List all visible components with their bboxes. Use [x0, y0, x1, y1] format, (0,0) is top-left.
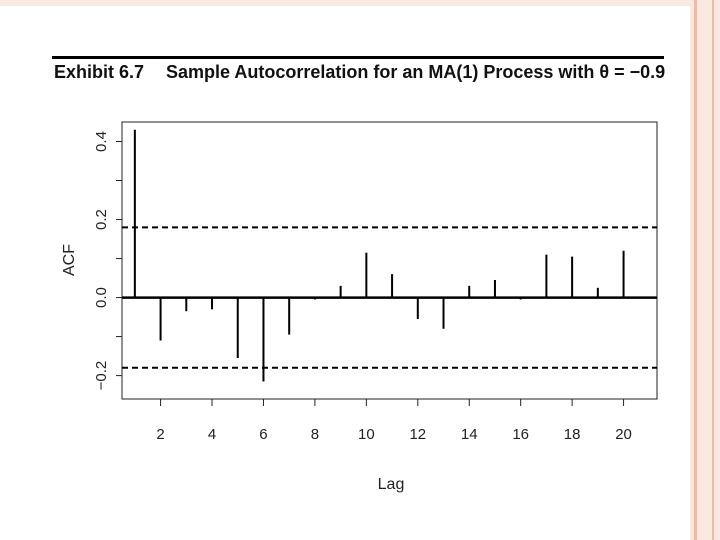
- x-tick-label: 16: [512, 426, 529, 443]
- y-tick-label: 0.2: [93, 209, 110, 230]
- title-rule: [52, 56, 664, 59]
- x-tick-label: 2: [156, 426, 164, 443]
- slide-top-band: [0, 0, 692, 6]
- y-tick-label: −0.2: [93, 361, 110, 391]
- slide-right-border: [690, 0, 720, 540]
- x-tick-label: 14: [461, 426, 478, 443]
- y-tick-label: 0.4: [93, 131, 110, 152]
- x-tick-label: 10: [358, 426, 375, 443]
- x-tick-label: 20: [615, 426, 632, 443]
- exhibit-label: Exhibit 6.7: [54, 62, 145, 82]
- x-axis-title: Lag: [378, 476, 405, 493]
- plot-frame: [121, 121, 658, 400]
- y-tick-label: 0.0: [93, 287, 110, 308]
- border-line: [712, 0, 714, 540]
- x-tick-label: 18: [564, 426, 581, 443]
- exhibit-title: Sample Autocorrelation for an MA(1) Proc…: [166, 62, 666, 82]
- x-tick-label: 6: [259, 426, 267, 443]
- x-tick-label: 4: [208, 426, 216, 443]
- border-line: [694, 0, 697, 540]
- x-tick-label: 8: [311, 426, 319, 443]
- x-tick-label: 12: [409, 426, 426, 443]
- y-axis-title: ACF: [61, 244, 78, 276]
- chart-marks: 2 4 6 8 10 12 14 16 18 20 0.4 0.2 0.0 −0.2: [93, 129, 657, 443]
